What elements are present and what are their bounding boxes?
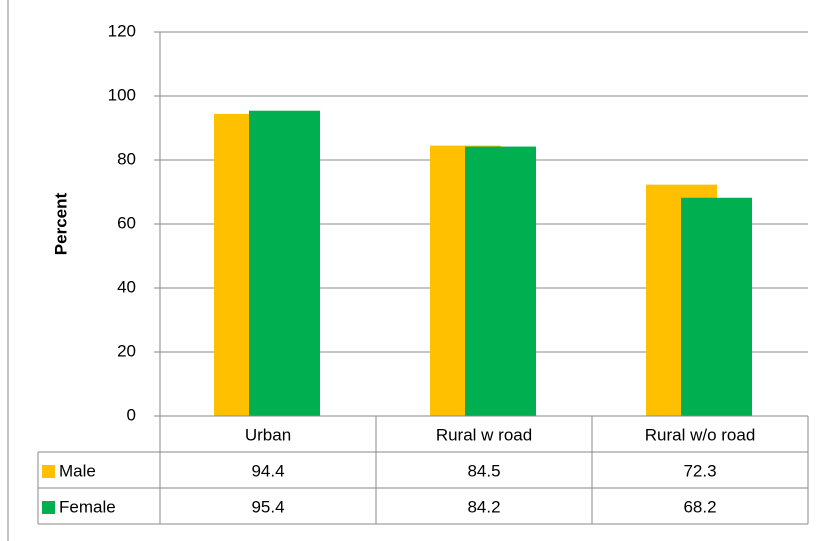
table-value: 68.2 [683,497,716,516]
table-value: 95.4 [251,497,284,516]
x-tick-label: Rural w road [436,425,532,444]
table-value: 94.4 [251,461,284,480]
y-tick-label: 0 [127,405,136,424]
legend-swatch [42,465,55,478]
x-tick-label: Rural w/o road [645,425,756,444]
y-tick-label: 100 [108,85,136,104]
table-value: 84.5 [467,461,500,480]
legend-label: Male [59,461,96,480]
bar [681,197,752,416]
y-tick-label: 80 [117,149,136,168]
table-value: 72.3 [683,461,716,480]
y-tick-label: 60 [117,213,136,232]
y-tick-label: 120 [108,21,136,40]
y-axis-label: Percent [51,192,70,255]
bar [249,110,320,416]
table-value: 84.2 [467,497,500,516]
legend-swatch [42,501,55,514]
y-tick-label: 40 [117,277,136,296]
bar [465,146,536,416]
legend-label: Female [59,497,116,516]
x-tick-label: Urban [245,425,291,444]
y-tick-label: 20 [117,341,136,360]
